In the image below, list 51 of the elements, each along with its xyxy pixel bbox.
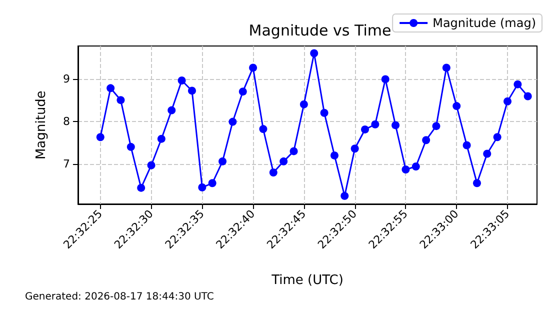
point <box>259 125 268 134</box>
point <box>198 183 206 192</box>
point <box>524 92 532 100</box>
point <box>361 125 370 134</box>
point <box>269 168 278 176</box>
point <box>472 179 481 188</box>
point <box>320 108 328 117</box>
point <box>300 100 308 108</box>
point <box>290 147 298 156</box>
text: Generated: 2026-08-17 18:44:30 UTC <box>25 292 214 302</box>
point <box>483 150 492 158</box>
point <box>442 64 450 72</box>
point <box>249 64 258 72</box>
point <box>340 192 349 200</box>
y-tick-label: 8 <box>63 114 70 128</box>
point <box>412 162 420 171</box>
y-tick-label: 9 <box>63 72 70 86</box>
point <box>350 144 359 153</box>
point <box>462 141 471 150</box>
point <box>504 97 512 106</box>
point <box>280 157 288 166</box>
point <box>218 157 227 166</box>
point <box>116 96 125 104</box>
point <box>147 161 156 170</box>
point <box>96 133 104 142</box>
chart-title: Magnitude vs Time <box>248 22 392 40</box>
point <box>137 184 146 192</box>
point <box>126 142 135 151</box>
x-axis-title: Time (UTC) <box>270 273 344 288</box>
point <box>188 86 196 95</box>
point <box>493 133 502 142</box>
point <box>381 75 390 84</box>
point <box>228 118 237 126</box>
point <box>238 88 247 96</box>
point <box>392 121 400 130</box>
point <box>432 122 440 130</box>
point <box>422 136 430 144</box>
point <box>330 151 338 160</box>
point <box>178 76 186 84</box>
y-axis-title: Magnitude <box>34 90 49 160</box>
point <box>157 134 166 143</box>
point <box>208 179 216 188</box>
point <box>371 120 380 128</box>
point <box>168 106 176 114</box>
point <box>514 80 522 88</box>
point <box>106 84 115 92</box>
point <box>310 49 318 58</box>
legend-label: Magnitude (mag) <box>432 16 536 30</box>
point <box>452 102 461 110</box>
point <box>402 166 410 174</box>
y-tick-label: 7 <box>63 157 70 170</box>
